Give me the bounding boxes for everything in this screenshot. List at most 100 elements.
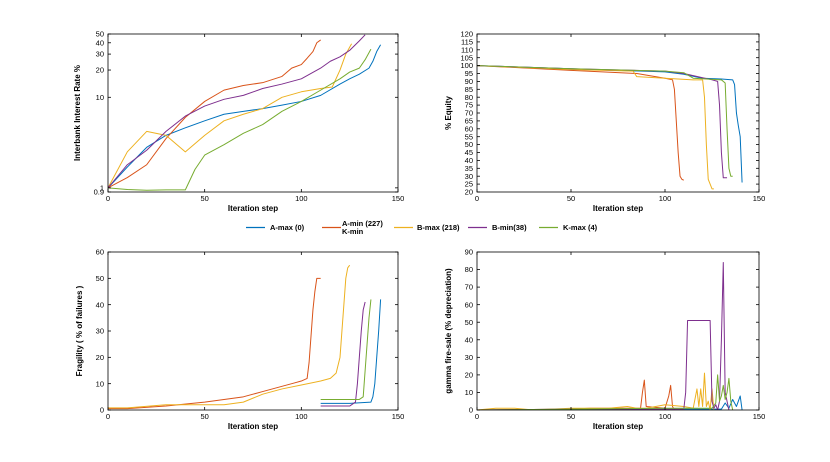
y-tick-label: 50	[96, 30, 104, 39]
series-a-max	[320, 299, 382, 404]
y-axis-label: Interbank Interest Rate %	[73, 65, 82, 161]
legend-label-a-max: A-max (0)	[270, 223, 305, 232]
y-tick-label: 20	[96, 66, 104, 75]
y-tick-label: 25	[465, 180, 473, 189]
y-tick-label: 40	[465, 335, 473, 344]
x-tick-label: 50	[567, 194, 575, 203]
y-tick-label: 45	[465, 148, 473, 157]
series-a-min	[477, 65, 684, 181]
x-axis-label: Iteration step	[228, 204, 278, 213]
y-axis-label: Fragility ( % of failures )	[75, 285, 84, 376]
legend-label-a-min: A-min (227)	[342, 219, 383, 228]
plot-frame	[476, 33, 760, 193]
series-a-min	[108, 277, 321, 410]
plot-frame	[476, 251, 760, 411]
y-tick-label: 60	[96, 248, 104, 257]
y-tick-label: 80	[465, 265, 473, 274]
y-tick-label: 10	[96, 93, 104, 102]
y-tick-label: 110	[461, 45, 473, 54]
x-tick-label: 0	[106, 412, 110, 421]
y-tick-label: 95	[465, 69, 473, 78]
x-tick-label: 150	[392, 412, 405, 421]
x-tick-label: 100	[295, 412, 308, 421]
x-tick-label: 100	[659, 412, 672, 421]
y-tick-label: 70	[465, 109, 473, 118]
y-tick-label: 65	[465, 117, 473, 126]
y-tick-label: 20	[96, 353, 104, 362]
y-tick-label: 0.9	[94, 188, 104, 197]
equity-chart: 0 50 100 1502025303540455055606570758085909…	[444, 30, 765, 213]
y-tick-label: 75	[465, 101, 473, 110]
y-tick-label: 60	[465, 300, 473, 309]
plot-frame	[107, 33, 399, 193]
x-axis-label: Iteration step	[228, 422, 278, 431]
series-b-max	[477, 65, 714, 190]
legend-label-b-min: B-min(38)	[492, 223, 527, 232]
y-tick-label: 60	[465, 124, 473, 133]
x-tick-label: 0	[475, 412, 479, 421]
y-tick-label: 30	[96, 327, 104, 336]
y-tick-label: 20	[465, 188, 473, 197]
y-axis-label: % Equity	[444, 96, 453, 130]
y-tick-label: 30	[465, 172, 473, 181]
fragility-chart: 0 50 100 150 0 10 20 30 40 50 60 Iteration step Frag…	[75, 248, 404, 431]
x-axis-label: Iteration step	[593, 204, 643, 213]
series-group	[477, 65, 743, 190]
x-tick-label: 0	[106, 194, 110, 203]
y-tick-label: 40	[96, 38, 104, 47]
series-k-max	[477, 374, 734, 410]
x-tick-label: 150	[753, 194, 766, 203]
x-tick-label: 50	[200, 412, 208, 421]
y-tick-label: 30	[465, 353, 473, 362]
x-tick-label: 150	[392, 194, 405, 203]
y-tick-label: 90	[465, 248, 473, 257]
plot-frame	[107, 251, 399, 411]
y-tick-label: 20	[465, 370, 473, 379]
series-group	[108, 34, 382, 191]
y-tick-label: 80	[465, 93, 473, 102]
y-tick-label: 1	[100, 183, 104, 192]
y-tick-label: 10	[96, 379, 104, 388]
y-tick-label: 10	[465, 388, 473, 397]
y-tick-label: 105	[460, 53, 473, 62]
legend-label-k-max: K-max (4)	[563, 223, 598, 232]
legend: A-max (0) A-min (227) K-min B-max (218) …	[246, 219, 598, 236]
series-group	[108, 264, 382, 410]
series-group	[477, 262, 743, 410]
series-b-max	[108, 43, 353, 189]
series-b-min	[108, 34, 366, 189]
firesale-chart: 0 50 100 150 0 10 20 30 40 50 60 70 80 90 Iteration st…	[444, 248, 765, 431]
x-tick-label: 50	[200, 194, 208, 203]
series-b-max	[108, 264, 351, 409]
series-k-max	[320, 299, 372, 400]
x-tick-label: 50	[567, 412, 575, 421]
y-tick-label: 0	[469, 406, 473, 415]
y-tick-label: 50	[465, 140, 473, 149]
series-a-max	[108, 44, 382, 189]
series-b-min	[477, 65, 728, 179]
y-tick-label: 50	[465, 318, 473, 327]
series-b-min	[477, 262, 730, 410]
y-tick-label: 90	[465, 77, 473, 86]
y-tick-label: 55	[465, 132, 473, 141]
y-tick-label: 120	[460, 30, 473, 39]
y-tick-label: 70	[465, 283, 473, 292]
y-tick-label: 85	[465, 85, 473, 94]
y-tick-label: 30	[96, 50, 104, 59]
y-tick-label: 50	[96, 274, 104, 283]
series-a-min	[108, 39, 321, 189]
y-tick-label: 100	[460, 61, 473, 70]
series-a-min	[477, 379, 675, 410]
y-tick-label: 40	[465, 156, 473, 165]
legend-label-b-max: B-max (218)	[417, 223, 460, 232]
y-tick-label: 40	[96, 300, 104, 309]
x-tick-label: 150	[753, 412, 766, 421]
x-tick-label: 100	[659, 194, 672, 203]
x-axis-label: Iteration step	[593, 422, 643, 431]
series-k-max	[477, 65, 733, 177]
series-a-max	[477, 65, 743, 183]
series-b-min	[320, 301, 366, 407]
x-tick-label: 0	[475, 194, 479, 203]
